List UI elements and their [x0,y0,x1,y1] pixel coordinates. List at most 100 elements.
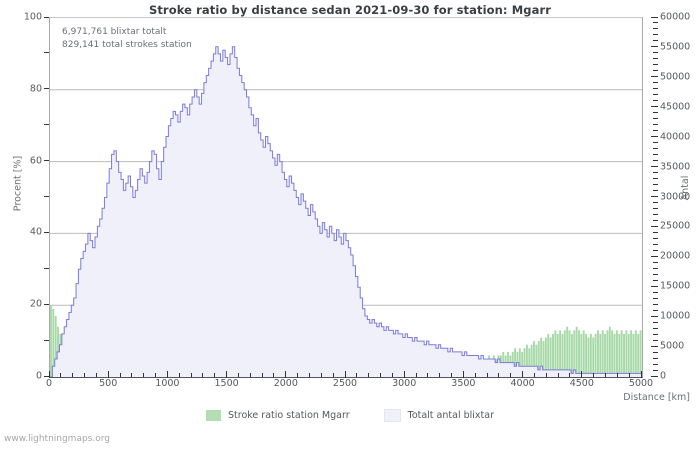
y-axis-left-tick-label: 20 [29,298,42,310]
bar [625,330,628,377]
bar [525,344,528,377]
legend-item[interactable]: Totalt antal blixtar [383,409,494,422]
annotation-total-strokes: 6,971,761 blixtar totalt [62,27,167,37]
bar [592,337,595,377]
x-axis-tick-mark [510,373,512,377]
x-axis-tick-mark [356,373,358,377]
x-axis-tick-mark [616,373,618,377]
x-axis-tick-mark [486,373,488,377]
y-axis-left-tick-mark [44,339,49,341]
bar [634,330,637,377]
x-axis-tick-mark [60,373,62,377]
x-axis-tick-mark [84,373,86,377]
y-axis-right-tick-mark [653,339,658,341]
x-axis-tick-mark [214,373,216,377]
x-axis-tick-label: 1500 [214,378,239,389]
y-axis-right-tick-mark [653,94,658,96]
y-axis-right-tick-label: 40000 [660,131,691,143]
x-axis-tick-label: 2000 [273,378,298,389]
y-axis-right-tick-mark [653,82,658,84]
y-axis-right-tick-mark [653,100,658,102]
bar [554,330,557,377]
y-axis-right-tick-mark [653,178,658,180]
legend-label: Stroke ratio station Mgarr [228,410,350,421]
y-axis-right-tick-mark [653,273,658,275]
y-axis-right-tick-mark [653,279,658,281]
x-axis-tick-label: 0 [45,378,53,389]
bar [559,330,562,377]
x-axis-tick-mark [143,373,145,377]
y-axis-right-tick-mark [651,16,658,18]
bar [556,333,559,377]
y-axis-left-tick-mark [44,88,49,90]
bar [533,341,535,377]
bar [521,351,524,377]
y-axis-right-tick-mark [653,261,658,263]
x-axis-tick-label: 5000 [628,378,654,389]
y-axis-right-tick-mark [653,327,658,329]
bar [54,315,57,377]
y-axis-right-tick-mark [653,148,658,150]
bar [575,326,578,377]
x-axis-ticks: 0 500 1000 1500 2000 2500 3000 3500 4000 4500 5000 [0,371,700,394]
y-axis-right-tick-mark [651,375,658,377]
bar [597,330,599,377]
bar [549,337,552,377]
y-axis-right-tick-mark [653,160,658,162]
x-axis-tick-label: 4000 [510,378,535,389]
x-axis-tick-mark [226,371,228,378]
y-axis-right-tick-mark [653,58,658,60]
bar [637,333,640,377]
y-axis-right-tick-mark [653,184,658,186]
x-axis-tick-mark [344,371,346,378]
x-axis-tick-label: 500 [99,378,118,389]
y-axis-left-tick-mark [44,375,49,377]
y-axis-right-tick-mark [653,70,658,72]
x-axis-tick-mark [593,373,595,377]
y-axis-right-tick-label: 20000 [660,250,691,262]
y-axis-right-ticks: 0 5000 10000 15000 20000 25000 30000 35000 40000… [650,0,700,450]
y-axis-right-tick-mark [653,40,658,42]
y-axis-left-tick-mark [44,160,49,162]
x-axis-tick-mark [640,371,642,378]
y-axis-right-tick-mark [653,363,658,365]
y-axis-right-tick-mark [653,88,658,90]
chart-legend: Stroke ratio station Mgarr Totalt antal b… [0,409,700,422]
y-axis-right-tick-mark [653,154,658,156]
x-axis-tick-mark [237,373,239,377]
plot-area: 6,971,761 blixtar totalt 829,141 total s… [49,17,643,378]
x-axis-tick-mark [131,373,133,377]
y-axis-right-tick-mark [653,201,658,203]
y-axis-right-tick-label: 55000 [660,41,691,53]
x-axis-tick-mark [190,373,192,377]
y-axis-right-tick-mark [651,166,658,168]
bar [563,330,566,377]
y-axis-right-tick-mark [653,291,658,293]
y-axis-right-tick-label: 0 [660,370,667,382]
bar [552,333,554,377]
x-axis-tick-mark [545,373,547,377]
bar [570,333,573,377]
y-axis-right-tick-mark [653,112,658,114]
bar [632,333,635,377]
y-axis-right-tick-label: 5000 [660,340,685,352]
y-axis-left-tick-mark [44,16,49,18]
y-axis-left-tick-label: 0 [35,370,42,382]
y-axis-right-tick-mark [653,297,658,299]
legend-item[interactable]: Stroke ratio station Mgarr [206,410,350,421]
bar [540,337,543,377]
x-axis-tick-mark [498,373,500,377]
x-axis-tick-mark [320,373,322,377]
bar [613,333,616,377]
y-axis-right-tick-mark [653,64,658,66]
x-axis-tick-label: 1000 [155,378,180,389]
y-axis-right-tick-label: 35000 [660,161,691,173]
bar [582,330,585,377]
y-axis-right-tick-mark [651,225,658,227]
bar [620,330,623,377]
bar [606,330,609,377]
y-axis-right-tick-mark [653,219,658,221]
y-axis-left-tick-mark [44,231,49,233]
y-axis-right-tick-mark [653,130,658,132]
bar [578,330,580,377]
